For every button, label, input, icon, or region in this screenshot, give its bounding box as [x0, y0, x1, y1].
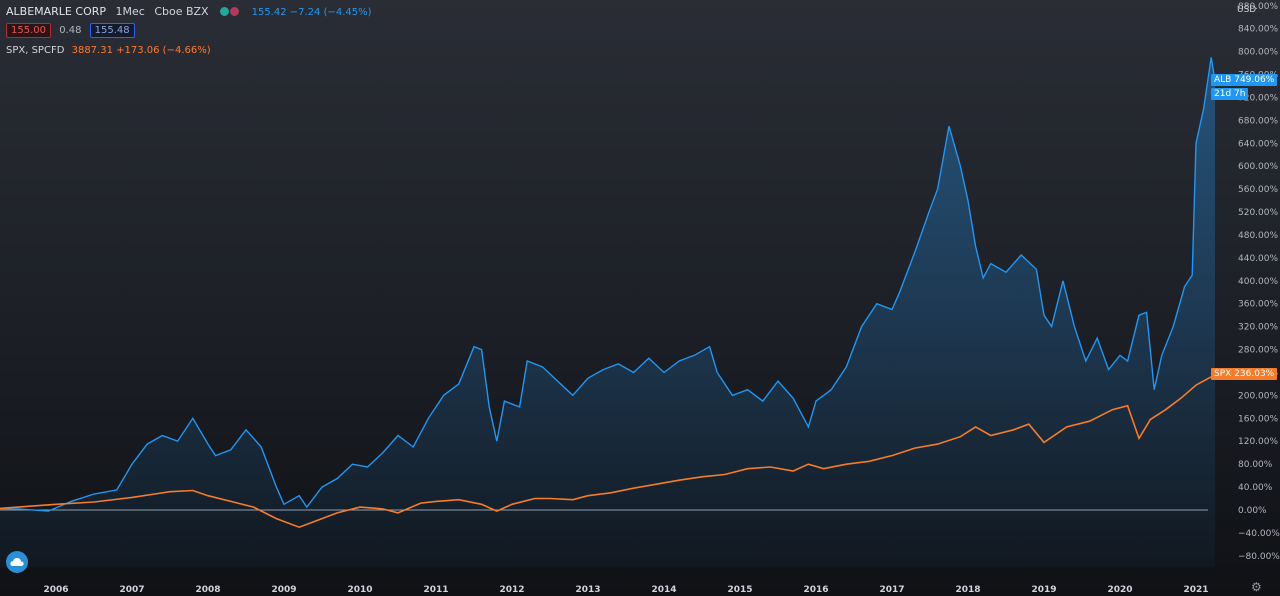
y-tick-label: 520.00% [1238, 208, 1278, 218]
x-tick-label: 2010 [347, 585, 372, 595]
y-tick-label: 720.00% [1238, 93, 1278, 103]
x-tick-label: 2007 [119, 585, 144, 595]
bid-ask-row: 155.00 0.48 155.48 [6, 23, 135, 38]
legend-header: ALBEMARLE CORP 1Mec Cboe BZX 155.42 −7.2… [6, 5, 372, 19]
x-tick-label: 2013 [575, 585, 600, 595]
y-tick-label: 680.00% [1238, 116, 1278, 126]
exchange-label: Cboe BZX [154, 5, 209, 18]
currency-label[interactable]: USD [1237, 5, 1257, 15]
x-tick-label: 2018 [955, 585, 980, 595]
y-tick-label: 0.00% [1238, 506, 1267, 516]
market-status-icon [220, 6, 240, 19]
x-tick-label: 2019 [1031, 585, 1056, 595]
spx-symbol: SPX, SPCFD [6, 45, 65, 56]
y-tick-label: 80.00% [1238, 460, 1273, 470]
y-tick-label: 200.00% [1238, 391, 1278, 401]
y-tick-label: 600.00% [1238, 162, 1278, 172]
x-tick-label: 2021 [1183, 585, 1208, 595]
alb-series-line[interactable] [0, 57, 1216, 512]
gear-icon[interactable]: ⚙ [1251, 580, 1262, 594]
x-tick-label: 2015 [727, 585, 752, 595]
alb-tag-label: ALB [1214, 75, 1232, 85]
spread-value: 0.48 [59, 25, 82, 36]
cloud-logo-icon[interactable] [6, 551, 28, 573]
spx-price-tag: SPX 236.03% [1211, 368, 1278, 380]
y-tick-label: 880.00% [1238, 2, 1278, 12]
interval-label[interactable]: 1Mec [115, 5, 145, 18]
alb-area-fill [0, 57, 1215, 568]
alb-price-tag: ALB 749.06% [1211, 74, 1278, 86]
spx-series-line[interactable] [0, 374, 1216, 529]
y-tick-label: 800.00% [1238, 48, 1278, 58]
x-tick-label: 2017 [879, 585, 904, 595]
y-tick-label: 160.00% [1238, 414, 1278, 424]
alb-countdown-tag: 21d 7h [1211, 88, 1249, 100]
y-tick-label: 120.00% [1238, 437, 1278, 447]
y-tick-label: −40.00% [1238, 529, 1280, 539]
y-tick-label: 360.00% [1238, 300, 1278, 310]
x-tick-label: 2012 [499, 585, 524, 595]
x-tick-label: 2011 [423, 585, 448, 595]
x-tick-label: 2009 [271, 585, 296, 595]
x-tick-label: 2008 [195, 585, 220, 595]
x-axis[interactable]: 2006 2007 2008 2009 2010 2011 2012 2013 2014 2015… [43, 585, 1208, 595]
buy-price-button[interactable]: 155.48 [89, 23, 135, 38]
alb-tag-value: 749.06% [1234, 75, 1275, 85]
y-tick-label: 320.00% [1238, 323, 1278, 333]
y-tick-label: 640.00% [1238, 139, 1278, 149]
spx-quote: 3887.31 +173.06 (−4.66%) [71, 45, 211, 56]
x-tick-label: 2006 [43, 585, 68, 595]
y-tick-label: 440.00% [1238, 254, 1278, 264]
y-tick-label: −80.00% [1238, 552, 1280, 562]
y-tick-label: 40.00% [1238, 483, 1273, 493]
spx-tag-value: 236.03% [1234, 369, 1275, 379]
x-tick-label: 2016 [803, 585, 828, 595]
y-tick-label: 560.00% [1238, 185, 1278, 195]
y-tick-label: 280.00% [1238, 346, 1278, 356]
spx-tag-label: SPX [1214, 369, 1232, 379]
y-tick-label: 480.00% [1238, 231, 1278, 241]
x-tick-label: 2020 [1107, 585, 1132, 595]
spx-legend[interactable]: SPX, SPCFD 3887.31 +173.06 (−4.66%) [6, 45, 211, 56]
alb-quote: 155.42 −7.24 (−4.45%) [251, 7, 372, 18]
sell-price-button[interactable]: 155.00 [6, 23, 51, 38]
x-tick-label: 2014 [651, 585, 676, 595]
y-tick-label: 840.00% [1238, 25, 1278, 35]
y-tick-label: 400.00% [1238, 277, 1278, 287]
symbol-title[interactable]: ALBEMARLE CORP [6, 5, 106, 18]
